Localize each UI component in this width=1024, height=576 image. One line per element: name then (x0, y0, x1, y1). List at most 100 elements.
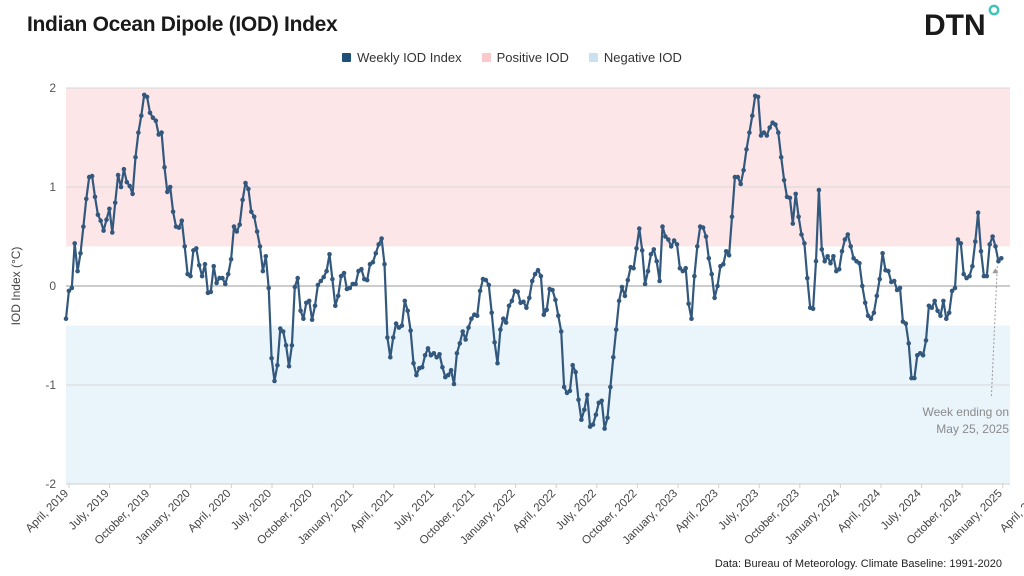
data-point (944, 316, 949, 322)
data-point (139, 113, 144, 118)
data-point (952, 285, 958, 291)
data-point (492, 340, 497, 345)
data-point (877, 276, 882, 282)
y-axis-label: IOD Index (°C) (9, 247, 23, 326)
data-point (425, 346, 431, 351)
legend-item-weekly[interactable]: Weekly IOD Index (342, 50, 462, 65)
data-point (819, 247, 825, 252)
data-point (167, 184, 173, 190)
data-point (124, 179, 130, 185)
data-point (932, 298, 937, 304)
data-point (431, 351, 437, 356)
data-point (246, 186, 251, 192)
data-point (532, 271, 538, 277)
data-point (422, 353, 428, 358)
data-point (501, 316, 506, 322)
data-point (414, 372, 419, 378)
data-point (69, 285, 75, 291)
data-point (364, 277, 370, 283)
data-point (616, 298, 622, 304)
data-point (483, 277, 489, 283)
data-point (107, 206, 112, 212)
data-point (828, 260, 833, 266)
brand-dot-icon (988, 4, 1000, 16)
data-point (521, 299, 526, 305)
data-point (576, 397, 581, 403)
data-point (176, 225, 182, 230)
data-point (170, 209, 176, 215)
data-point (388, 355, 393, 360)
data-point (805, 275, 810, 281)
data-point (333, 303, 338, 309)
data-point (451, 381, 457, 387)
data-point (703, 234, 709, 239)
data-point (179, 218, 185, 223)
data-point (260, 268, 266, 274)
legend-swatch-positive (481, 53, 491, 62)
legend-item-negative[interactable]: Negative IOD (588, 50, 682, 65)
data-point (839, 249, 845, 254)
data-point (935, 308, 940, 314)
data-point (202, 261, 208, 267)
data-point (495, 360, 500, 366)
annotation-text: May 25, 2025 (936, 422, 1009, 436)
data-point (631, 265, 636, 271)
data-point (613, 327, 619, 332)
data-point (599, 398, 604, 404)
data-point (283, 343, 289, 348)
data-point (874, 293, 880, 299)
legend-swatch-negative (588, 53, 598, 62)
data-point (975, 210, 981, 215)
data-point (663, 234, 668, 239)
data-point (735, 174, 741, 180)
data-point (634, 246, 639, 251)
data-point (912, 375, 917, 381)
data-point (89, 173, 95, 179)
data-point (906, 341, 911, 346)
data-point (865, 313, 871, 319)
data-point (182, 244, 187, 249)
data-point (949, 288, 955, 294)
data-point (385, 335, 390, 340)
data-point (666, 237, 671, 242)
data-point (214, 280, 219, 286)
data-point (842, 237, 848, 242)
data-point (544, 307, 549, 313)
data-point (165, 189, 170, 195)
data-point (938, 313, 943, 319)
data-point (324, 268, 329, 274)
data-point (891, 278, 897, 284)
data-point (729, 214, 735, 219)
data-point (593, 412, 599, 418)
data-point (477, 288, 483, 294)
data-point (961, 271, 966, 277)
data-point (306, 298, 312, 304)
data-point (289, 343, 295, 348)
y-tick-label: -2 (45, 477, 56, 491)
data-point (990, 234, 995, 239)
data-point (538, 273, 544, 279)
data-point (987, 242, 992, 247)
data-point (993, 244, 998, 249)
data-point (706, 255, 712, 261)
data-point (886, 268, 891, 274)
legend-item-positive[interactable]: Positive IOD (481, 50, 569, 65)
data-point (84, 196, 89, 202)
data-point (208, 289, 214, 295)
data-point (923, 338, 929, 343)
data-point (359, 266, 364, 272)
data-point (280, 329, 286, 334)
data-point (561, 384, 567, 390)
data-point (162, 164, 167, 170)
data-point (590, 422, 596, 427)
negative-iod-band (66, 325, 1010, 484)
data-point (457, 341, 463, 346)
data-point (263, 253, 269, 259)
data-point (249, 209, 254, 215)
data-point (78, 251, 83, 256)
data-point (802, 241, 807, 246)
data-point (897, 285, 903, 291)
data-point (689, 316, 694, 322)
data-point (657, 278, 662, 284)
data-point (81, 224, 86, 229)
